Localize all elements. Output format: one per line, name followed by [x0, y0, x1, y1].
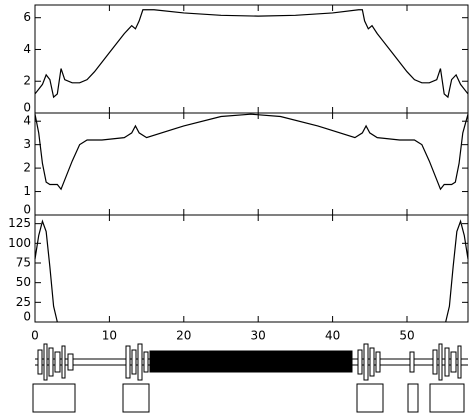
y-tick-label: 2: [23, 161, 31, 175]
y-tick-label: 1: [23, 184, 31, 198]
x-tick-label: 0: [31, 329, 39, 343]
line: [34, 219, 469, 323]
elements: [37, 343, 462, 381]
panel-frame: [34, 214, 469, 323]
x-tick-label: 50: [399, 329, 414, 343]
lattice: [32, 343, 468, 413]
y-tick-label: 3: [23, 137, 31, 151]
y-tick-label: 125: [8, 216, 31, 230]
y-tick-label: 50: [16, 275, 31, 289]
y-tick-label: 0: [23, 101, 31, 115]
dipole: [149, 350, 353, 373]
x-tick-label: 40: [325, 329, 340, 343]
element-labels: [32, 383, 465, 413]
y-tick-label: 4: [23, 114, 31, 128]
x-tick-label: 10: [102, 329, 117, 343]
panel-frame: [34, 4, 469, 114]
y-tick-label: 4: [23, 42, 31, 56]
y-tick-label: 0: [23, 310, 31, 324]
y-tick-label: 6: [23, 10, 31, 24]
y-tick-label: 0: [23, 203, 31, 217]
line: [34, 9, 469, 99]
y-tick-label: 25: [16, 295, 31, 309]
x-tick-label: 30: [251, 329, 266, 343]
y-tick-label: 75: [16, 255, 31, 269]
panel-frame: [34, 112, 469, 216]
line: [34, 113, 469, 191]
y-tick-label: 2: [23, 74, 31, 88]
x-tick-label: 20: [176, 329, 191, 343]
y-tick-label: 100: [8, 236, 31, 250]
